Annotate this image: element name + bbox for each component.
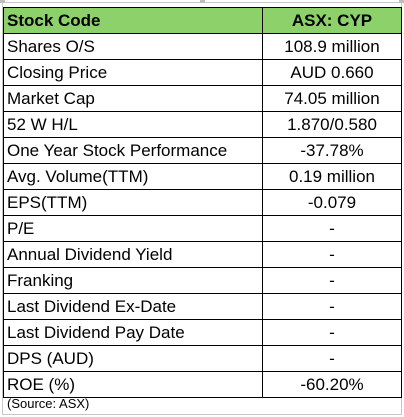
row-label: Annual Dividend Yield	[3, 241, 263, 268]
row-value: -	[262, 267, 402, 294]
row-label: P/E	[3, 215, 263, 242]
table-row: Avg. Volume(TTM) 0.19 million	[3, 163, 402, 190]
table-row: Last Dividend Pay Date -	[3, 319, 402, 346]
table-row: 52 W H/L 1.870/0.580	[3, 111, 402, 138]
row-label: Closing Price	[3, 59, 263, 86]
frame-resize-handle	[200, 0, 205, 3]
table-row: Last Dividend Ex-Date -	[3, 293, 402, 320]
source-note: (Source: ASX)	[7, 396, 90, 411]
row-value: 1.870/0.580	[262, 111, 402, 138]
row-value: -	[262, 215, 402, 242]
row-label: Shares O/S	[3, 33, 263, 60]
row-label: Avg. Volume(TTM)	[3, 163, 263, 190]
row-label: DPS (AUD)	[3, 345, 263, 372]
table-row: Shares O/S 108.9 million	[3, 33, 402, 60]
header-value: ASX: CYP	[262, 7, 402, 34]
row-value: -37.78%	[262, 137, 402, 164]
stock-table: Stock Code ASX: CYP Shares O/S 108.9 mil…	[3, 7, 402, 398]
row-value: -	[262, 319, 402, 346]
table-row: Franking -	[3, 267, 402, 294]
table-row: P/E -	[3, 215, 402, 242]
row-value: 108.9 million	[262, 33, 402, 60]
row-value: -0.079	[262, 189, 402, 216]
frame-resize-handle	[0, 0, 5, 3]
frame-resize-handle	[399, 0, 404, 3]
row-label: Last Dividend Pay Date	[3, 319, 263, 346]
table-row: DPS (AUD) -	[3, 345, 402, 372]
row-label: Market Cap	[3, 85, 263, 112]
row-value: -	[262, 345, 402, 372]
table-row: ROE (%) -60.20%	[3, 371, 402, 398]
row-label: Franking	[3, 267, 263, 294]
row-value: 74.05 million	[262, 85, 402, 112]
row-label: ROE (%)	[3, 371, 263, 398]
table-row: One Year Stock Performance -37.78%	[3, 137, 402, 164]
row-value: -	[262, 241, 402, 268]
row-value: -	[262, 293, 402, 320]
table-row: Annual Dividend Yield -	[3, 241, 402, 268]
table-row: Market Cap 74.05 million	[3, 85, 402, 112]
table-row: Closing Price AUD 0.660	[3, 59, 402, 86]
row-value: -60.20%	[262, 371, 402, 398]
row-label: EPS(TTM)	[3, 189, 263, 216]
header-label: Stock Code	[3, 7, 263, 34]
table-header-row: Stock Code ASX: CYP	[3, 7, 402, 34]
table-row: EPS(TTM) -0.079	[3, 189, 402, 216]
row-value: AUD 0.660	[262, 59, 402, 86]
row-label: Last Dividend Ex-Date	[3, 293, 263, 320]
row-label: One Year Stock Performance	[3, 137, 263, 164]
row-label: 52 W H/L	[3, 111, 263, 138]
row-value: 0.19 million	[262, 163, 402, 190]
